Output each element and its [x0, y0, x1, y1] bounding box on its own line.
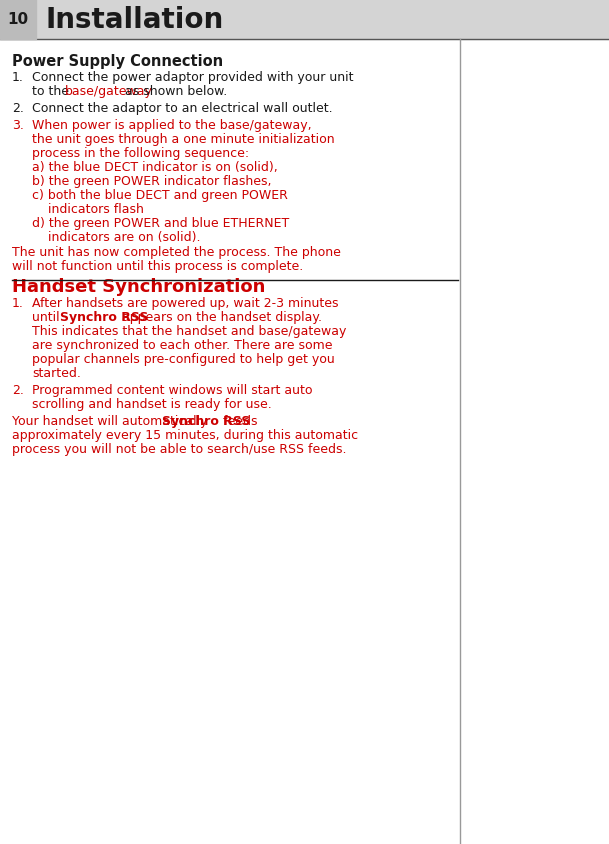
Text: d) the green POWER and blue ETHERNET: d) the green POWER and blue ETHERNET: [32, 217, 289, 230]
Text: the unit goes through a one minute initialization: the unit goes through a one minute initi…: [32, 133, 334, 146]
Text: b) the green POWER indicator flashes,: b) the green POWER indicator flashes,: [32, 175, 272, 187]
Text: base/gateway: base/gateway: [65, 85, 153, 98]
Text: process you will not be able to search/use RSS feeds.: process you will not be able to search/u…: [12, 442, 347, 456]
Text: indicators are on (solid).: indicators are on (solid).: [48, 230, 200, 244]
Bar: [0, 0, 36, 40]
Text: scrolling and handset is ready for use.: scrolling and handset is ready for use.: [32, 398, 272, 410]
Text: Your handset will automatically: Your handset will automatically: [12, 414, 211, 428]
Text: as shown below.: as shown below.: [121, 85, 227, 98]
Text: will not function until this process is complete.: will not function until this process is …: [12, 260, 303, 273]
Text: Power Supply Connection: Power Supply Connection: [12, 54, 223, 69]
Text: c) both the blue DECT and green POWER: c) both the blue DECT and green POWER: [32, 189, 288, 202]
Text: a) the blue DECT indicator is on (solid),: a) the blue DECT indicator is on (solid)…: [32, 161, 278, 174]
Text: indicators flash: indicators flash: [48, 203, 144, 216]
Text: 2.: 2.: [12, 383, 24, 397]
Text: Programmed content windows will start auto: Programmed content windows will start au…: [32, 383, 312, 397]
Text: started.: started.: [32, 366, 81, 380]
Text: Connect the adaptor to an electrical wall outlet.: Connect the adaptor to an electrical wal…: [32, 102, 333, 115]
Text: Connect the power adaptor provided with your unit: Connect the power adaptor provided with …: [32, 71, 353, 84]
Bar: [0, 0, 609, 40]
Text: feeds: feeds: [219, 414, 258, 428]
Text: 10: 10: [7, 13, 29, 28]
Text: are synchronized to each other. There are some: are synchronized to each other. There ar…: [32, 338, 333, 352]
Text: 1.: 1.: [12, 296, 24, 310]
Text: Installation: Installation: [46, 6, 224, 34]
Text: After handsets are powered up, wait 2-3 minutes: After handsets are powered up, wait 2-3 …: [32, 296, 339, 310]
Text: 2.: 2.: [12, 102, 24, 115]
Text: process in the following sequence:: process in the following sequence:: [32, 147, 249, 160]
Text: Handset Synchronization: Handset Synchronization: [12, 278, 266, 295]
Text: to the: to the: [32, 85, 73, 98]
Text: 1.: 1.: [12, 71, 24, 84]
Text: popular channels pre-configured to help get you: popular channels pre-configured to help …: [32, 353, 335, 365]
Text: approximately every 15 minutes, during this automatic: approximately every 15 minutes, during t…: [12, 429, 358, 441]
Text: until: until: [32, 311, 63, 323]
Text: appears on the handset display.: appears on the handset display.: [118, 311, 322, 323]
Text: 3.: 3.: [12, 119, 24, 132]
Text: When power is applied to the base/gateway,: When power is applied to the base/gatewa…: [32, 119, 312, 132]
Text: Synchro RSS: Synchro RSS: [162, 414, 250, 428]
Text: Synchro RSS: Synchro RSS: [60, 311, 149, 323]
Text: This indicates that the handset and base/gateway: This indicates that the handset and base…: [32, 325, 347, 338]
Text: The unit has now completed the process. The phone: The unit has now completed the process. …: [12, 246, 341, 259]
